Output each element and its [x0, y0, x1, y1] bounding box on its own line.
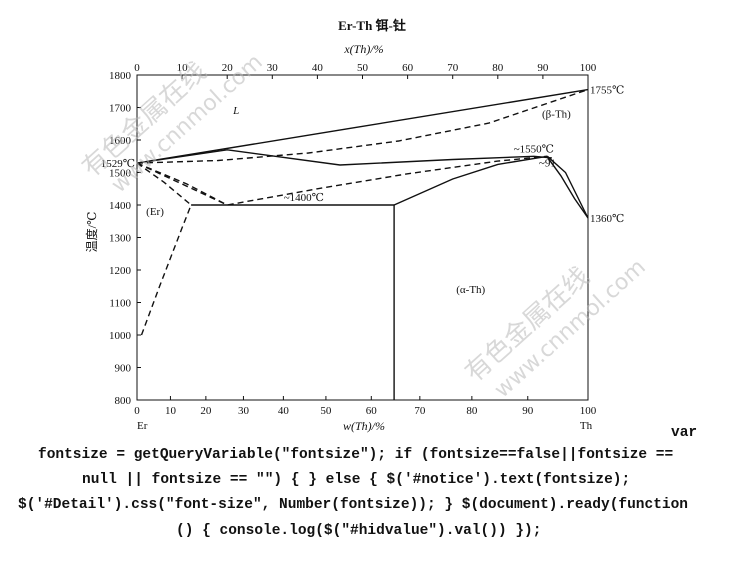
- series-line: [136, 155, 548, 206]
- beta-alpha-label: 1360℃: [590, 213, 624, 225]
- watermark-2: 有色金属在线 www.cnnmol.com: [460, 255, 651, 403]
- y-tick-label: 900: [115, 363, 132, 375]
- code-line-3: null || fontsize == "") { } else { $('#n…: [82, 472, 631, 488]
- region-alpha: (α-Th): [456, 284, 485, 296]
- top-tick-label: 90: [537, 62, 549, 74]
- chart-title: Er-Th 铒-钍: [338, 18, 406, 33]
- annotation-layer: 1529℃ 1755℃ 1360℃ ~1550℃ ~91 ~1400℃ L (β-Th) (α-…: [101, 85, 625, 296]
- bottom-tick-label: 0: [134, 405, 140, 417]
- bottom-tick-label: 50: [320, 405, 332, 417]
- series-line: [136, 88, 589, 164]
- bottom-tick-label: 30: [238, 405, 250, 417]
- bottom-tick-label: 40: [278, 405, 290, 417]
- bottom-tick-label: 10: [165, 405, 177, 417]
- code-line-2: fontsize = getQueryVariable("fontsize");…: [38, 447, 674, 463]
- code-line-4: $('#Detail').css("font-size", Number(fon…: [18, 497, 689, 513]
- er-melt-label: 1529℃: [101, 158, 135, 170]
- series-line: [140, 204, 192, 336]
- series-line: [136, 162, 228, 206]
- y-tick-label: 1300: [109, 233, 132, 245]
- region-liquid: L: [232, 105, 239, 117]
- eutectoid-label: ~1400℃: [284, 192, 324, 204]
- bottom-tick-label: 60: [366, 405, 378, 417]
- series-line: [136, 149, 552, 166]
- top-tick-label: 50: [357, 62, 369, 74]
- y-tick-label: 1800: [109, 70, 132, 82]
- y-tick-label: 1400: [109, 200, 132, 212]
- bottom-tick-label: 100: [580, 405, 597, 417]
- max-comp-label: ~91: [539, 157, 556, 169]
- series-line: [136, 162, 192, 206]
- series-line: [546, 156, 589, 219]
- y-tick-label: 1600: [109, 135, 132, 147]
- bottom-axis-label: w(Th)/%: [343, 419, 385, 433]
- right-end-label: Th: [580, 420, 593, 432]
- top-tick-label: 0: [134, 62, 140, 74]
- top-tick-label: 60: [402, 62, 414, 74]
- y-tick-label: 1000: [109, 330, 132, 342]
- bottom-tick-label: 20: [200, 405, 212, 417]
- top-tick-label: 20: [222, 62, 234, 74]
- series-layer: [136, 88, 589, 400]
- top-tick-label: 30: [267, 62, 279, 74]
- left-end-label: Er: [137, 420, 148, 432]
- y-axis-label: 温度/℃: [84, 212, 99, 253]
- y-tick-label: 800: [115, 395, 132, 407]
- y-tick-label: 1700: [109, 103, 132, 115]
- bottom-tick-label: 90: [522, 405, 534, 417]
- top-axis-label: x(Th)/%: [343, 42, 383, 56]
- top-tick-label: 40: [312, 62, 324, 74]
- series-line: [136, 88, 589, 164]
- max-temp-label: ~1550℃: [514, 143, 554, 155]
- top-tick-label: 80: [492, 62, 504, 74]
- code-line-1: var: [671, 425, 698, 441]
- y-tick-label: 1500: [109, 168, 132, 180]
- axis-ticks: 0 10 20 30 40 50 60 70 80 90 1000 10 20 30 40 50 60 70 80 9…: [109, 62, 597, 417]
- code-line-5: () { console.log($("#hidvalue").val()) }…: [176, 523, 542, 539]
- bottom-tick-label: 70: [414, 405, 426, 417]
- bottom-tick-label: 80: [466, 405, 478, 417]
- series-line: [393, 155, 548, 206]
- top-tick-label: 100: [580, 62, 597, 74]
- y-tick-label: 1100: [109, 298, 131, 310]
- th-melt-label: 1755℃: [590, 85, 624, 97]
- series-line: [546, 155, 589, 219]
- region-er: (Er): [146, 206, 164, 218]
- top-tick-label: 10: [177, 62, 189, 74]
- region-beta: (β-Th): [542, 108, 571, 120]
- top-tick-label: 70: [447, 62, 459, 74]
- y-tick-label: 1200: [109, 265, 132, 277]
